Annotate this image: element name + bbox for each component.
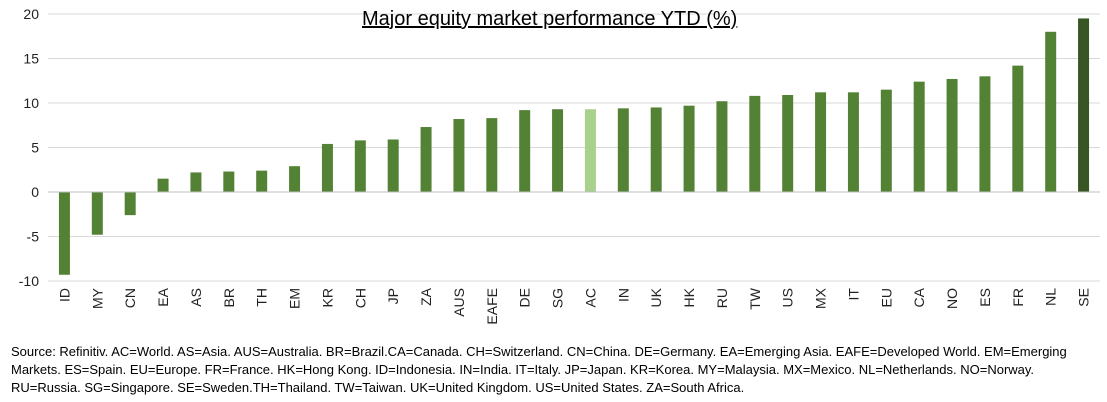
bar-sg xyxy=(552,109,564,192)
bar-kr xyxy=(321,143,333,192)
x-tick-label: SE xyxy=(1076,288,1092,307)
x-tick-label: UK xyxy=(648,287,664,307)
y-tick-label: 20 xyxy=(23,6,39,22)
x-tick-label: ES xyxy=(977,288,993,307)
bar-th xyxy=(256,170,268,192)
y-tick-label: -5 xyxy=(27,229,40,245)
bar-br xyxy=(223,171,235,192)
bar-aus xyxy=(453,119,465,192)
x-tick-label: IN xyxy=(615,288,631,302)
x-tick-label: EU xyxy=(878,288,894,307)
x-tick-label: AUS xyxy=(451,288,467,317)
x-tick-label: TW xyxy=(747,287,763,310)
x-tick-label: RU xyxy=(714,288,730,308)
chart-title: Major equity market performance YTD (%) xyxy=(362,8,738,30)
bar-es xyxy=(979,76,991,192)
bar-uk xyxy=(650,107,662,192)
chart-area: -10 -5 0 5 10 15 20 ID MY CN EA AS BR TH EM KR CH JP ZA AUS… xyxy=(19,6,1100,325)
bar-hk xyxy=(683,105,695,192)
source-footnote: Source: Refinitiv. AC=World. AS=Asia. AU… xyxy=(11,344,1067,395)
x-tick-label: EA xyxy=(155,287,171,306)
bar-tw xyxy=(749,95,761,192)
bar-de xyxy=(519,110,531,192)
bar-jp xyxy=(387,139,399,192)
x-tick-label: EAFE xyxy=(484,288,500,325)
x-tick-label: FR xyxy=(1010,288,1026,307)
bar-nl xyxy=(1045,31,1057,192)
bar-in xyxy=(617,108,629,192)
bar-id xyxy=(58,192,70,275)
x-tick-label: SG xyxy=(550,288,566,308)
bar-no xyxy=(946,78,958,192)
bar-za xyxy=(420,127,432,192)
x-tick-label: US xyxy=(780,288,796,307)
bar-ru xyxy=(716,101,728,192)
bar-my xyxy=(91,192,103,235)
bar-ea xyxy=(157,178,169,192)
bar-chart: -10 -5 0 5 10 15 20 ID MY CN EA AS BR TH EM KR CH JP ZA AUS… xyxy=(19,6,1100,325)
bar-ac xyxy=(584,109,596,192)
x-tick-label: DE xyxy=(517,288,533,307)
bar-se xyxy=(1078,18,1090,193)
bar-ca xyxy=(913,81,925,192)
x-tick-label: HK xyxy=(681,287,697,307)
x-tick-label: CH xyxy=(352,288,368,308)
bar-ch xyxy=(354,140,366,192)
bar-mx xyxy=(815,92,827,192)
y-tick-label: 10 xyxy=(23,95,39,111)
x-tick-label: KR xyxy=(319,288,335,307)
x-tick-label: TH xyxy=(254,288,270,307)
bar-as xyxy=(190,172,202,192)
bar-em xyxy=(289,166,301,192)
bar-cn xyxy=(124,192,136,216)
x-tick-label: AC xyxy=(582,288,598,307)
x-tick-label: MY xyxy=(89,287,105,309)
bar-fr xyxy=(1012,65,1024,192)
x-tick-label: NL xyxy=(1043,288,1059,306)
bar-eu xyxy=(880,89,892,192)
y-tick-label: -10 xyxy=(19,273,39,289)
y-tick-label: 0 xyxy=(31,184,39,200)
y-tick-label: 15 xyxy=(23,51,39,67)
x-tick-label: MX xyxy=(813,287,829,309)
x-tick-label: AS xyxy=(188,288,204,307)
x-tick-label: CA xyxy=(911,287,927,307)
x-tick-label: ZA xyxy=(418,287,434,306)
bar-eafe xyxy=(486,118,498,192)
x-tick-label: CN xyxy=(122,288,138,308)
x-tick-label: BR xyxy=(221,288,237,307)
x-tick-label: NO xyxy=(944,288,960,309)
x-tick-label: JP xyxy=(385,288,401,304)
x-tick-label: IT xyxy=(845,288,861,301)
bar-us xyxy=(782,94,794,192)
bar-it xyxy=(847,92,859,192)
y-tick-label: 5 xyxy=(31,140,39,156)
x-tick-label: ID xyxy=(56,288,72,302)
x-tick-label: EM xyxy=(287,288,303,309)
